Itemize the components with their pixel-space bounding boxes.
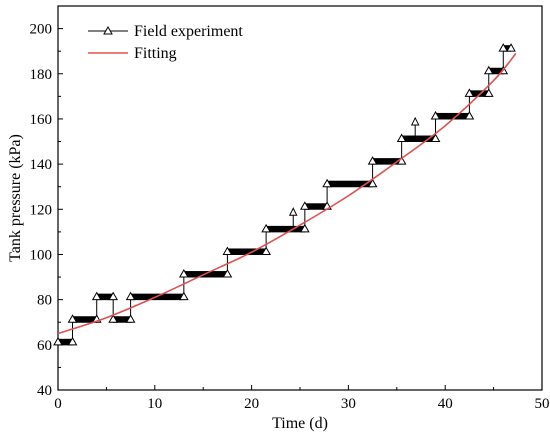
x-tick-label: 0 [54, 396, 62, 412]
field-experiment-step-band [435, 112, 470, 119]
field-experiment-marker [91, 291, 102, 301]
field-experiment-marker [178, 291, 189, 301]
field-experiment-step-band [266, 225, 305, 232]
y-tick-label: 60 [37, 338, 52, 354]
field-experiment-marker [261, 223, 271, 233]
field-experiment-marker [261, 246, 271, 255]
field-experiment-marker [464, 88, 475, 97]
field-experiment-spike-marker [288, 207, 298, 216]
field-experiment-step-band [503, 45, 512, 52]
field-experiment-step-band [58, 338, 73, 345]
field-experiment-step-band [304, 203, 328, 210]
y-tick-label: 80 [37, 293, 52, 309]
field-experiment-marker [178, 269, 189, 278]
field-experiment-step-band [96, 293, 114, 300]
field-experiment-step-band [401, 135, 436, 142]
field-experiment-marker [299, 223, 310, 233]
field-experiment-marker [483, 88, 494, 97]
field-experiment-marker [367, 156, 378, 165]
series-layer [53, 43, 517, 346]
y-tick-label: 40 [37, 383, 52, 399]
field-experiment-marker [430, 133, 441, 143]
field-experiment-marker [108, 291, 119, 301]
legend-triangle-marker-icon [103, 25, 113, 35]
y-tick-label: 120 [30, 202, 53, 218]
y-tick-label: 100 [30, 247, 53, 263]
field-experiment-marker [464, 110, 475, 120]
field-experiment-step-band [488, 67, 504, 74]
legend-label-fitting: Fitting [134, 45, 177, 62]
field-experiment-marker [125, 314, 136, 323]
y-axis: 40 60 80 100 120 140 160 180 200 [30, 22, 63, 399]
field-experiment-step-band [72, 316, 97, 323]
field-experiment-step-band [113, 316, 131, 323]
fitting-line [57, 52, 517, 335]
x-tick-label: 40 [438, 396, 453, 412]
field-experiment-step-band [227, 248, 267, 255]
field-experiment-marker [483, 65, 494, 75]
legend: Field experiment Fitting [88, 23, 243, 62]
x-axis: 0 10 20 30 40 50 [54, 385, 550, 412]
x-tick-label: 30 [341, 396, 356, 412]
field-experiment-line [58, 50, 512, 346]
field-experiment-marker [322, 178, 332, 188]
field-experiment-marker [53, 336, 63, 346]
field-experiment-marker [108, 314, 119, 323]
x-axis-title: Time (d) [272, 415, 328, 432]
x-tick-label: 50 [535, 396, 550, 412]
field-experiment-step-band [327, 180, 373, 187]
field-experiment-spike-marker [410, 116, 420, 126]
field-experiment-marker [67, 314, 78, 323]
field-experiment-marker [367, 178, 378, 188]
field-experiment-step-band [469, 90, 489, 97]
field-experiment-marker [222, 246, 233, 255]
y-tick-label: 180 [30, 67, 53, 83]
y-axis-title: Tank pressure (kPa) [7, 134, 24, 262]
y-tick-label: 160 [30, 112, 53, 128]
field-experiment-marker [222, 269, 233, 278]
field-experiment-marker [125, 291, 136, 301]
plot-frame [57, 5, 543, 391]
x-tick-label: 20 [244, 396, 259, 412]
field-experiment-marker [430, 110, 441, 120]
field-experiment-marker [498, 43, 509, 52]
field-experiment-marker [299, 201, 310, 210]
field-experiment-marker [67, 336, 78, 346]
field-experiment-marker [396, 133, 407, 143]
legend-label-field: Field experiment [134, 23, 243, 40]
field-experiment-marker [506, 43, 516, 52]
field-experiment-step-band [372, 158, 402, 165]
x-tick-label: 10 [147, 396, 162, 412]
y-tick-label: 200 [30, 22, 53, 38]
y-tick-label: 140 [30, 157, 53, 173]
